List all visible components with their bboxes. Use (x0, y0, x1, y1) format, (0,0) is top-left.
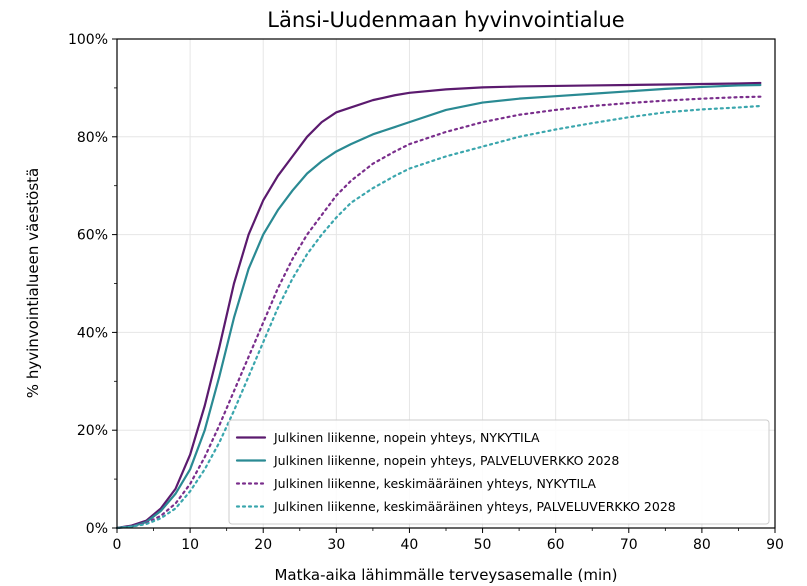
series-line-3 (115, 95, 762, 530)
y-axis-label: % hyvinvointialueen väestöstä (24, 168, 42, 398)
x-tick-label: 0 (113, 537, 122, 553)
legend-label: Julkinen liikenne, nopein yhteys, NYKYTI… (273, 430, 540, 445)
x-axis-label: Matka-aika lähimmälle terveysasemalle (m… (274, 566, 617, 584)
legend-label: Julkinen liikenne, keskimääräinen yhteys… (273, 499, 676, 514)
y-tick-label: 60% (77, 228, 108, 244)
x-tick-label: 20 (254, 537, 272, 553)
x-tick-label: 50 (474, 537, 492, 553)
y-tick-label: 100% (68, 32, 108, 48)
y-axis: 0% 20% 40% 60% 80% 100% (68, 32, 117, 537)
x-tick-label: 40 (401, 537, 419, 553)
y-tick-label: 40% (77, 325, 108, 341)
series-line-2 (115, 83, 762, 530)
x-axis: 0 10 20 30 40 50 60 70 80 90 (113, 528, 784, 553)
legend-label: Julkinen liikenne, keskimääräinen yhteys… (273, 476, 596, 491)
x-tick-label: 70 (620, 537, 638, 553)
series-lines (115, 81, 762, 530)
x-tick-label: 60 (547, 537, 565, 553)
y-tick-label: 80% (77, 130, 108, 146)
legend-box (228, 419, 770, 525)
legend: Julkinen liikenne, nopein yhteys, NYKYTI… (228, 419, 770, 525)
x-tick-label: 30 (327, 537, 345, 553)
legend-label: Julkinen liikenne, nopein yhteys, PALVEL… (273, 453, 619, 468)
y-tick-label: 20% (77, 423, 108, 439)
chart-title: Länsi-Uudenmaan hyvinvointialue (267, 8, 624, 32)
series-line-1 (115, 81, 762, 530)
y-tick-label: 0% (86, 521, 108, 537)
series-line-4 (115, 104, 762, 530)
x-tick-label: 10 (181, 537, 199, 553)
x-tick-label: 90 (766, 537, 784, 553)
x-tick-label: 80 (693, 537, 711, 553)
